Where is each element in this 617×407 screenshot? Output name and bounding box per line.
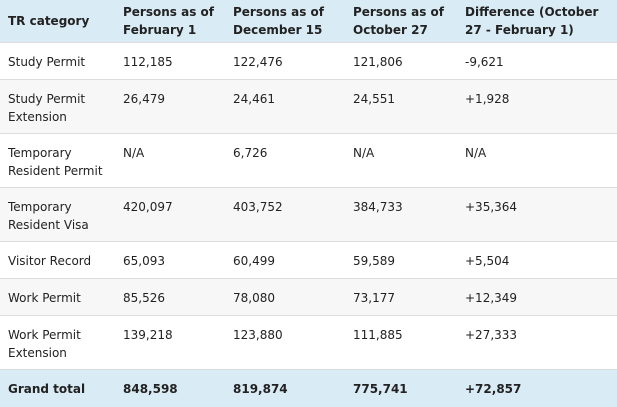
- table-cell: 111,885: [345, 316, 457, 370]
- column-header: TR category: [0, 0, 115, 43]
- table-cell: 121,806: [345, 43, 457, 80]
- table-cell: 139,218: [115, 316, 225, 370]
- row-category: Study Permit Extension: [0, 80, 115, 134]
- column-header: Persons as of October 27: [345, 0, 457, 43]
- table-cell: 384,733: [345, 188, 457, 242]
- table-cell: 65,093: [115, 242, 225, 279]
- table-cell: 122,476: [225, 43, 345, 80]
- table-cell: +27,333: [457, 316, 617, 370]
- table-cell: N/A: [115, 134, 225, 188]
- table-cell: 24,551: [345, 80, 457, 134]
- table-cell: 78,080: [225, 279, 345, 316]
- table-cell: 420,097: [115, 188, 225, 242]
- table-cell: 403,752: [225, 188, 345, 242]
- table-cell: 24,461: [225, 80, 345, 134]
- column-header: Persons as of December 15: [225, 0, 345, 43]
- table-cell: 112,185: [115, 43, 225, 80]
- row-category: Visitor Record: [0, 242, 115, 279]
- table-cell: 123,880: [225, 316, 345, 370]
- table-cell: 60,499: [225, 242, 345, 279]
- row-category: Temporary Resident Permit: [0, 134, 115, 188]
- total-cell: 775,741: [345, 370, 457, 407]
- row-category: Work Permit: [0, 279, 115, 316]
- row-category: Temporary Resident Visa: [0, 188, 115, 242]
- table-cell: N/A: [457, 134, 617, 188]
- table-cell: N/A: [345, 134, 457, 188]
- table-cell: +12,349: [457, 279, 617, 316]
- row-category: Study Permit: [0, 43, 115, 80]
- table-cell: 85,526: [115, 279, 225, 316]
- column-header: Persons as of February 1: [115, 0, 225, 43]
- total-label: Grand total: [0, 370, 115, 407]
- table-cell: 73,177: [345, 279, 457, 316]
- total-cell: +72,857: [457, 370, 617, 407]
- column-header: Difference (October 27 - February 1): [457, 0, 617, 43]
- total-cell: 848,598: [115, 370, 225, 407]
- table-cell: 59,589: [345, 242, 457, 279]
- row-category: Work Permit Extension: [0, 316, 115, 370]
- table-cell: +1,928: [457, 80, 617, 134]
- table-cell: +5,504: [457, 242, 617, 279]
- table-cell: -9,621: [457, 43, 617, 80]
- total-cell: 819,874: [225, 370, 345, 407]
- table-cell: +35,364: [457, 188, 617, 242]
- table-cell: 26,479: [115, 80, 225, 134]
- table-cell: 6,726: [225, 134, 345, 188]
